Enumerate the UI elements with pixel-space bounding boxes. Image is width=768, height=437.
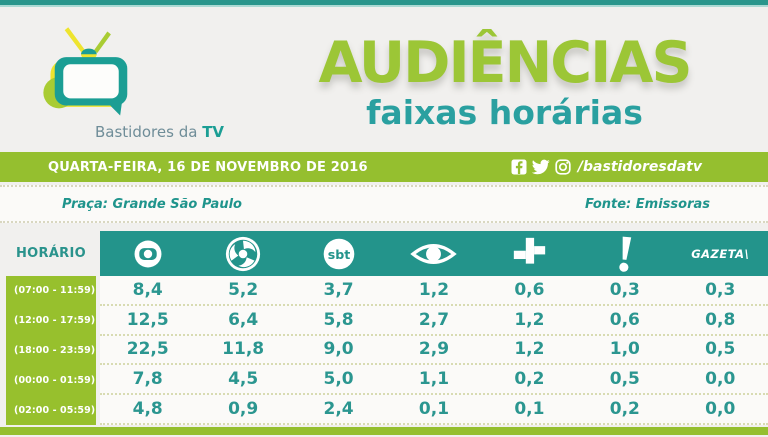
rating-value: 0,6 [514, 279, 545, 300]
bastidores-tv-logo-icon [43, 27, 128, 116]
rating-value: 0,2 [514, 369, 545, 390]
twitter-icon[interactable] [531, 159, 550, 175]
social-handle[interactable]: /bastidoresdatv [577, 159, 702, 175]
time-slot-label: (18:00 - 23:59) [6, 335, 96, 366]
rating-value: 9,0 [323, 339, 354, 360]
time-slot-label: (12:00 - 17:59) [6, 305, 96, 336]
row-values: 8,4 5,2 3,7 1,2 0,6 0,3 0,3 [100, 276, 768, 306]
page-title: AUDIÊNCIAS [318, 30, 692, 96]
rating-value: 1,2 [514, 339, 545, 360]
network-logo-band: sbt [100, 231, 768, 276]
rating-value: 0,5 [705, 339, 736, 360]
time-column-header: HORÁRIO [15, 246, 86, 261]
rating-value: 0,0 [705, 369, 736, 390]
brand-name-bold: TV [202, 123, 225, 141]
network-header-band [386, 231, 481, 276]
network-header-cultura [482, 231, 577, 276]
rating-value: 0,1 [418, 399, 450, 420]
rating-value: 2,7 [418, 309, 450, 330]
rating-value: 6,4 [228, 309, 259, 330]
rating-value: 8,4 [132, 279, 163, 300]
rating-value: 0,6 [609, 309, 640, 330]
rating-value: 0,2 [609, 399, 640, 420]
rating-value: 11,8 [222, 339, 265, 360]
redetv-logo-icon [619, 236, 632, 272]
rating-value: 0,5 [609, 369, 640, 390]
svg-text:sbt: sbt [327, 246, 350, 261]
table-header: HORÁRIO [0, 231, 768, 276]
instagram-icon[interactable] [555, 159, 571, 175]
brand-name: Bastidores da TV [95, 123, 255, 141]
facebook-icon[interactable] [511, 159, 527, 175]
row-values: 12,5 6,4 5,8 2,7 1,2 0,6 0,8 [100, 305, 768, 336]
table-row: (07:00 - 11:59) 8,4 5,2 3,7 1,2 0,6 0,3 … [0, 276, 768, 306]
record-logo-icon [226, 236, 261, 271]
rating-value: 1,1 [418, 369, 450, 390]
network-header-globo [100, 231, 195, 276]
rating-value: 2,9 [418, 339, 450, 360]
table-row: (18:00 - 23:59) 22,5 11,8 9,0 2,9 1,2 1,… [0, 335, 768, 366]
gazeta-logo-icon: GAZETA\ [691, 246, 750, 261]
rating-value: 0,3 [705, 279, 736, 300]
table-row: (00:00 - 01:59) 7,8 4,5 5,0 1,1 0,2 0,5 … [0, 365, 768, 396]
row-values: 22,5 11,8 9,0 2,9 1,2 1,0 0,5 [100, 335, 768, 366]
rating-value: 5,0 [323, 369, 354, 390]
rating-value: 7,8 [132, 369, 163, 390]
band-logo-icon [410, 243, 458, 264]
rating-value: 2,4 [323, 399, 354, 420]
row-values: 4,8 0,9 2,4 0,1 0,1 0,2 0,0 [100, 395, 768, 425]
rating-value: 12,5 [126, 309, 169, 330]
date-label: QUARTA-FEIRA, 16 DE NOVEMBRO DE 2016 [48, 159, 368, 175]
brand-name-regular: Bastidores da [95, 123, 198, 141]
title-block: AUDIÊNCIAS faixas horárias [255, 7, 768, 152]
network-header-sbt: sbt [291, 231, 386, 276]
rating-value: 3,7 [323, 279, 354, 300]
row-values: 7,8 4,5 5,0 1,1 0,2 0,5 0,0 [100, 365, 768, 396]
time-slot-label: (07:00 - 11:59) [6, 276, 96, 306]
page-subtitle: faixas horárias [366, 93, 643, 132]
globo-logo-icon [134, 240, 162, 267]
meta-row: Praça: Grande São Paulo Fonte: Emissoras [0, 185, 768, 223]
ratings-table: HORÁRIO [0, 231, 768, 425]
bottom-accent-bar [0, 426, 768, 435]
rating-value: 0,8 [705, 309, 736, 330]
time-slot-label: (00:00 - 01:59) [6, 365, 96, 396]
network-header-gazeta: GAZETA\ [673, 231, 768, 276]
rating-value: 4,8 [132, 399, 163, 420]
time-slot-label: (02:00 - 05:59) [6, 395, 96, 425]
top-accent-bar [0, 0, 768, 5]
rating-value: 0,1 [514, 399, 545, 420]
rating-value: 1,0 [609, 339, 640, 360]
masthead: Bastidores da TV AUDIÊNCIAS faixas horár… [0, 7, 768, 152]
rating-value: 0,3 [609, 279, 640, 300]
rating-value: 22,5 [126, 339, 169, 360]
network-header-record [195, 231, 290, 276]
rating-value: 1,2 [418, 279, 450, 300]
date-bar: QUARTA-FEIRA, 16 DE NOVEMBRO DE 2016 /ba… [0, 152, 768, 182]
rating-value: 0,9 [228, 399, 259, 420]
market-label: Praça: Grande São Paulo [62, 196, 242, 212]
sbt-logo-icon: sbt [323, 238, 354, 269]
source-label: Fonte: Emissoras [584, 196, 710, 212]
top-accent-line [0, 5, 768, 7]
table-row: (12:00 - 17:59) 12,5 6,4 5,8 2,7 1,2 0,6… [0, 305, 768, 336]
rating-value: 5,2 [228, 279, 259, 300]
rating-value: 1,2 [514, 309, 545, 330]
table-row: (02:00 - 05:59) 4,8 0,9 2,4 0,1 0,1 0,2 … [0, 395, 768, 425]
rating-value: 4,5 [228, 369, 259, 390]
rating-value: 0,0 [705, 399, 736, 420]
cultura-logo-icon [513, 237, 546, 264]
network-header-redetv [577, 231, 672, 276]
rating-value: 5,8 [323, 309, 354, 330]
brand-block: Bastidores da TV [0, 7, 255, 152]
social-block: /bastidoresdatv [511, 159, 702, 175]
